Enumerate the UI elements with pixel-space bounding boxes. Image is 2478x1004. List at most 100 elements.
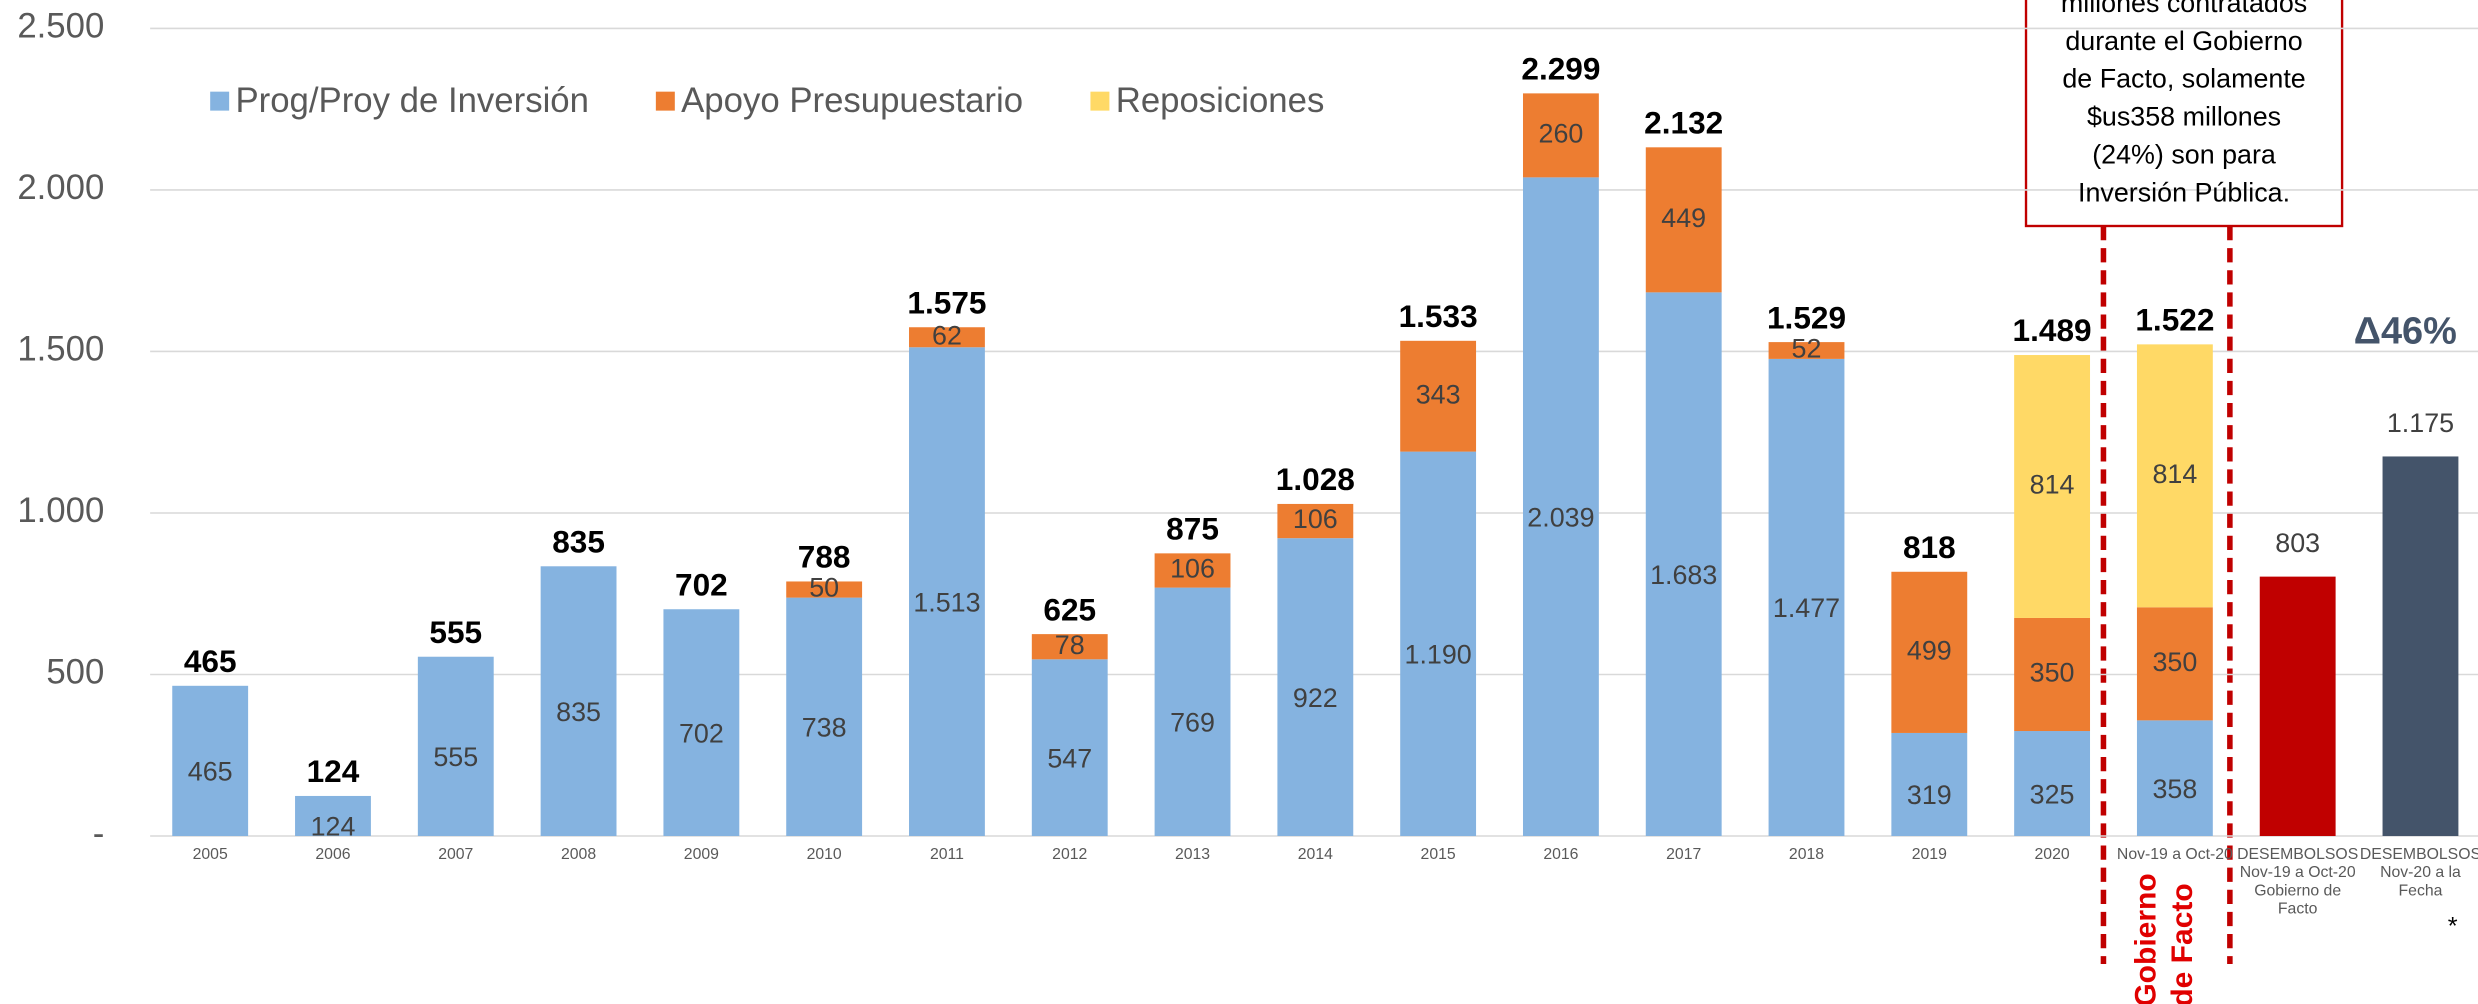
bar-segment bbox=[2136, 607, 2213, 721]
value-label: 62 bbox=[932, 320, 962, 350]
x-tick-label: 2020 bbox=[2035, 846, 2070, 863]
value-label: 1.477 bbox=[1773, 593, 1840, 623]
x-tick-label-line: Facto bbox=[2278, 901, 2318, 918]
bar-segment bbox=[1154, 553, 1231, 588]
bar-segment bbox=[909, 327, 985, 348]
value-label: 449 bbox=[1661, 203, 1706, 233]
legend-swatch bbox=[210, 91, 230, 111]
annotation-text: Inversión Pública. bbox=[2078, 177, 2290, 207]
value-label: 465 bbox=[188, 757, 233, 787]
annotation-box bbox=[2024, 0, 2344, 228]
annotation-text: durante el Gobierno bbox=[2065, 26, 2302, 56]
bar-segment bbox=[2014, 731, 2091, 837]
value-label: 106 bbox=[1170, 554, 1215, 584]
x-tick-label: 2015 bbox=[1421, 846, 1456, 863]
total-label: 788 bbox=[798, 539, 851, 575]
value-label: 547 bbox=[1047, 743, 1092, 773]
x-tick-label: 2014 bbox=[1298, 846, 1333, 863]
x-tick-label: 2019 bbox=[1912, 846, 1947, 863]
value-label: 124 bbox=[311, 812, 356, 842]
bar-segment bbox=[417, 656, 494, 837]
total-label: 835 bbox=[552, 524, 605, 560]
total-label: 818 bbox=[1903, 529, 1956, 565]
bar-segment bbox=[2014, 355, 2091, 618]
bar-segment bbox=[2136, 344, 2213, 608]
y-tick-label: - bbox=[93, 815, 105, 853]
x-tick-label: DESEMBOLSOS Nov-20 a la Fecha bbox=[2360, 846, 2478, 899]
bar-segment bbox=[1031, 659, 1108, 837]
bar bbox=[2382, 456, 2459, 837]
total-label: 465 bbox=[184, 643, 237, 679]
bar-segment bbox=[663, 609, 740, 837]
x-tick-label: 2008 bbox=[561, 846, 596, 863]
x-tick-label: 2012 bbox=[1052, 846, 1087, 863]
value-label: 835 bbox=[556, 697, 601, 727]
total-label: 625 bbox=[1043, 591, 1096, 627]
x-tick-label: 2005 bbox=[193, 846, 228, 863]
x-tick-label: 2013 bbox=[1175, 846, 1210, 863]
value-label: 78 bbox=[1055, 630, 1085, 660]
value-label: 1.683 bbox=[1650, 560, 1717, 590]
value-label: 50 bbox=[809, 573, 839, 603]
value-label: 2.039 bbox=[1527, 502, 1594, 532]
total-label: 1.533 bbox=[1399, 298, 1478, 334]
legend-swatch bbox=[655, 91, 675, 111]
legend-swatch bbox=[1090, 91, 1110, 111]
legend-label: Reposiciones bbox=[1116, 82, 1325, 120]
value-label: 358 bbox=[2152, 774, 2197, 804]
bar-segment bbox=[295, 795, 371, 837]
value-label: 922 bbox=[1293, 683, 1338, 713]
bar-segment bbox=[1400, 451, 1477, 837]
x-tick-label-line: Gobierno de bbox=[2254, 882, 2341, 899]
x-tick-label: Nov-19 a Oct-20 bbox=[2117, 846, 2233, 863]
total-label: 702 bbox=[675, 566, 728, 602]
x-tick-label-line: Nov-20 a la bbox=[2380, 864, 2461, 881]
value-label: 52 bbox=[1792, 334, 1822, 364]
x-tick-label: 2011 bbox=[930, 846, 964, 863]
y-tick-label: 1.500 bbox=[17, 331, 104, 369]
value-label: 803 bbox=[2275, 528, 2320, 558]
total-label: 1.575 bbox=[907, 284, 986, 320]
bar-segment bbox=[172, 685, 249, 837]
x-tick-label: 2018 bbox=[1789, 846, 1824, 863]
delta-label: Δ46% bbox=[2354, 310, 2457, 352]
total-label: 555 bbox=[429, 614, 482, 650]
bar-segment bbox=[1031, 634, 1108, 660]
bar-segment bbox=[1891, 571, 1968, 733]
x-tick-label: 2010 bbox=[807, 846, 842, 863]
value-label: 814 bbox=[2030, 470, 2075, 500]
y-tick-label: 2.500 bbox=[17, 8, 104, 46]
value-label: 738 bbox=[802, 713, 847, 743]
bar-segment bbox=[1645, 147, 1722, 293]
bar-segment bbox=[2014, 617, 2091, 732]
bar-segment bbox=[1154, 587, 1231, 837]
bar-segment bbox=[1768, 342, 1845, 359]
bar-segment bbox=[786, 597, 863, 837]
footnote: * bbox=[2448, 912, 2458, 940]
x-tick-label: 2017 bbox=[1666, 846, 1701, 863]
total-label: 875 bbox=[1166, 511, 1219, 547]
bar-segment bbox=[1277, 503, 1354, 539]
bar-segment bbox=[1645, 292, 1722, 837]
annotation-text: $us358 millones bbox=[2087, 102, 2281, 132]
bar-segment bbox=[2136, 720, 2213, 837]
total-label: 1.522 bbox=[2135, 302, 2214, 338]
bar-segment bbox=[909, 347, 985, 837]
total-label: 1.529 bbox=[1767, 299, 1846, 335]
bar bbox=[2259, 576, 2336, 837]
x-tick-label: 2009 bbox=[684, 846, 719, 863]
value-label: 555 bbox=[433, 742, 478, 772]
x-tick-label: 2016 bbox=[1543, 846, 1578, 863]
total-label: 1.489 bbox=[2013, 312, 2092, 348]
legend-label: Apoyo Presupuestario bbox=[681, 82, 1023, 120]
y-tick-label: 1.000 bbox=[17, 492, 104, 530]
side-label: Gobierno bbox=[2130, 873, 2163, 1004]
value-label: 319 bbox=[1907, 780, 1952, 810]
y-tick-label: 500 bbox=[46, 654, 104, 692]
value-label: 350 bbox=[2152, 647, 2197, 677]
x-tick-label-line: DESEMBOLSOS bbox=[2360, 846, 2478, 863]
bar-segment bbox=[1891, 732, 1968, 837]
total-label: 1.028 bbox=[1276, 461, 1355, 497]
value-label: 350 bbox=[2030, 658, 2075, 688]
bar-segment bbox=[1522, 177, 1599, 837]
